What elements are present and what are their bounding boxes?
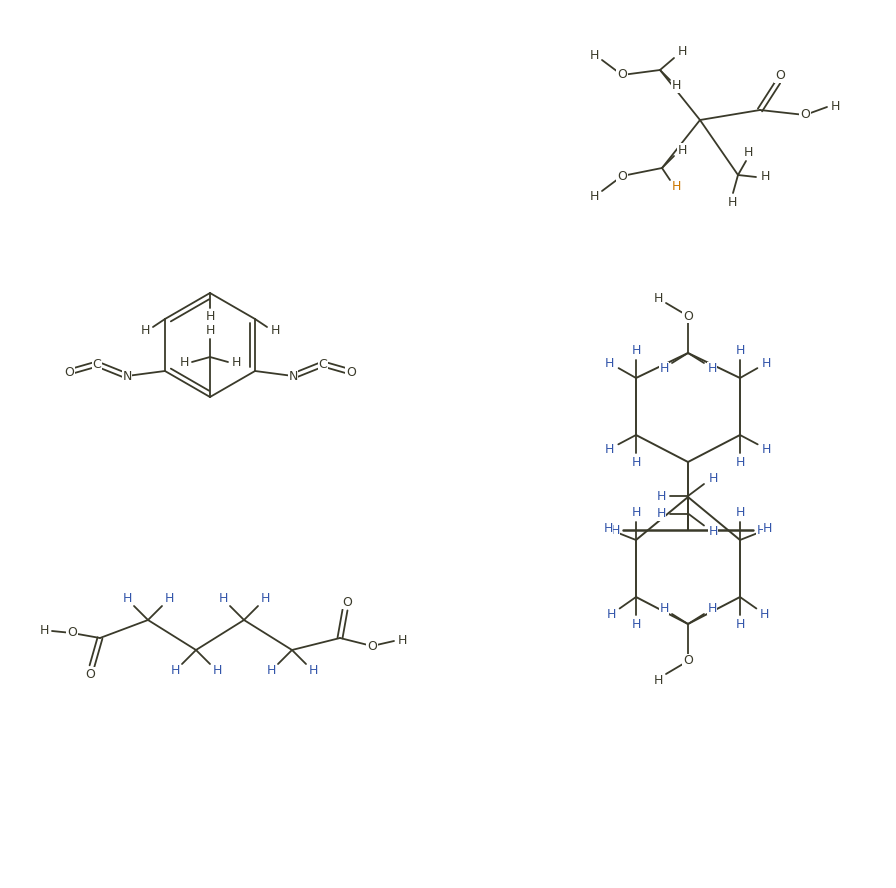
Text: H: H <box>736 345 745 358</box>
Text: H: H <box>736 456 745 469</box>
Text: H: H <box>760 607 770 621</box>
Text: H: H <box>671 80 681 92</box>
Text: H: H <box>607 607 616 621</box>
Text: H: H <box>141 324 150 337</box>
Text: H: H <box>707 362 717 376</box>
Text: O: O <box>683 654 693 668</box>
Text: O: O <box>346 366 356 378</box>
Text: H: H <box>728 195 737 209</box>
Text: H: H <box>205 310 215 322</box>
Text: H: H <box>707 601 717 614</box>
Text: O: O <box>64 366 73 378</box>
Text: H: H <box>744 147 753 160</box>
Text: H: H <box>590 50 599 62</box>
Text: H: H <box>632 456 641 469</box>
Text: H: H <box>212 664 221 678</box>
Text: H: H <box>605 442 614 456</box>
Text: H: H <box>659 362 668 376</box>
Text: H: H <box>709 472 718 485</box>
Text: H: H <box>763 522 772 535</box>
Text: H: H <box>756 524 766 536</box>
Text: O: O <box>342 596 352 608</box>
Text: H: H <box>164 592 174 606</box>
Text: H: H <box>179 355 189 369</box>
Text: C: C <box>92 358 101 370</box>
Text: H: H <box>170 664 180 678</box>
Text: H: H <box>605 357 615 369</box>
Text: H: H <box>761 170 770 184</box>
Text: H: H <box>590 189 599 202</box>
Text: H: H <box>671 180 681 194</box>
Text: H: H <box>266 664 276 678</box>
Text: H: H <box>677 45 686 59</box>
Text: H: H <box>632 506 641 519</box>
Text: H: H <box>231 355 241 369</box>
Text: H: H <box>205 324 215 337</box>
Text: N: N <box>289 369 297 383</box>
Text: O: O <box>367 639 377 653</box>
Text: H: H <box>653 292 663 305</box>
Text: H: H <box>610 524 620 536</box>
Text: O: O <box>800 108 810 122</box>
Text: O: O <box>67 627 77 639</box>
Text: O: O <box>617 170 627 183</box>
Text: H: H <box>831 100 840 114</box>
Text: O: O <box>617 68 627 82</box>
Text: H: H <box>762 357 771 369</box>
Text: H: H <box>656 489 666 503</box>
Text: H: H <box>677 144 686 156</box>
Text: H: H <box>308 664 318 678</box>
Text: H: H <box>709 525 718 538</box>
Text: N: N <box>122 369 132 383</box>
Text: O: O <box>85 668 95 680</box>
Text: H: H <box>736 617 745 630</box>
Text: H: H <box>632 345 641 358</box>
Text: O: O <box>775 69 785 83</box>
Text: H: H <box>271 324 280 337</box>
Text: H: H <box>653 675 663 687</box>
Text: H: H <box>659 601 668 614</box>
Text: C: C <box>319 358 327 370</box>
Text: H: H <box>261 592 270 606</box>
Text: H: H <box>39 624 48 638</box>
Text: H: H <box>736 506 745 519</box>
Text: H: H <box>762 442 771 456</box>
Text: H: H <box>219 592 228 606</box>
Text: O: O <box>683 310 693 322</box>
Text: H: H <box>632 617 641 630</box>
Text: H: H <box>603 522 613 535</box>
Text: H: H <box>123 592 132 606</box>
Text: H: H <box>656 507 666 520</box>
Text: H: H <box>397 635 407 647</box>
